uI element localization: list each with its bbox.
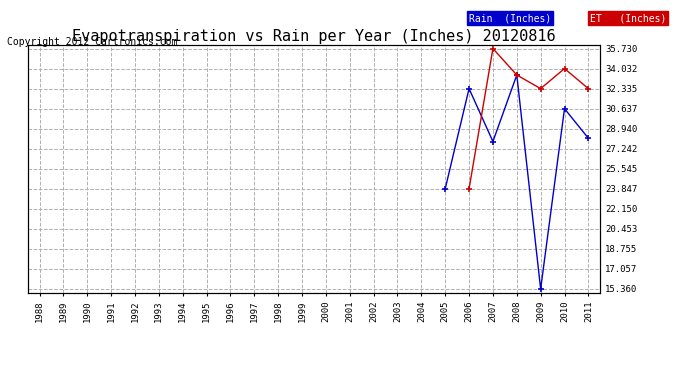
Title: Evapotranspiration vs Rain per Year (Inches) 20120816: Evapotranspiration vs Rain per Year (Inc… (72, 29, 555, 44)
Text: Rain  (Inches): Rain (Inches) (469, 13, 551, 23)
Text: Copyright 2012 Cartronics.com: Copyright 2012 Cartronics.com (7, 37, 177, 47)
Text: ET   (Inches): ET (Inches) (590, 13, 667, 23)
